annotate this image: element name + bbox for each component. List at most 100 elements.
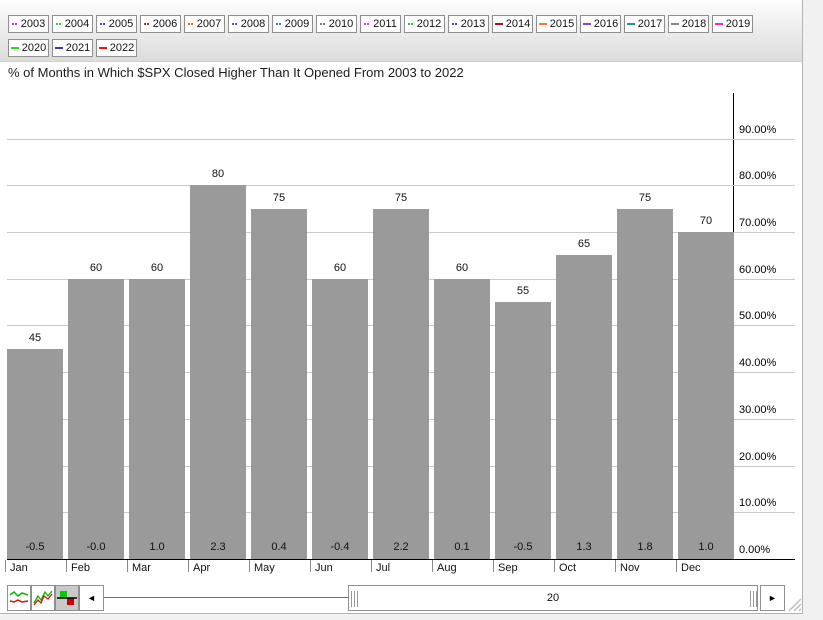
dotted-series-marker-icon bbox=[275, 23, 282, 25]
legend-year-button-2011[interactable]: 2011 bbox=[360, 15, 401, 33]
dotted-series-marker-icon bbox=[55, 23, 62, 25]
x-axis-label-Aug: Aug bbox=[437, 562, 457, 574]
solid-series-marker-icon bbox=[670, 23, 679, 25]
legend-year-button-2004[interactable]: 2004 bbox=[52, 15, 93, 33]
right-arrow-icon: ► bbox=[768, 593, 777, 603]
legend-year-button-2015[interactable]: 2015 bbox=[536, 15, 577, 33]
x-axis-tick bbox=[66, 560, 67, 572]
legend-year-button-2014[interactable]: 2014 bbox=[492, 15, 533, 33]
bar-chart-icon[interactable] bbox=[55, 585, 79, 611]
area-lines-chart-icon bbox=[9, 591, 29, 603]
x-axis-label-Nov: Nov bbox=[620, 562, 640, 574]
bar-footer-value: 1.3 bbox=[576, 541, 592, 553]
bar-footer-value: 2.2 bbox=[393, 541, 409, 553]
bar-footer-value: 1.8 bbox=[637, 541, 653, 553]
legend-year-button-2003[interactable]: 2003 bbox=[8, 15, 49, 33]
legend-year-button-2017[interactable]: 2017 bbox=[624, 15, 665, 33]
x-axis-tick bbox=[554, 560, 555, 572]
x-axis-label-Jan: Jan bbox=[10, 562, 28, 574]
legend-year-button-2021[interactable]: 2021 bbox=[52, 39, 93, 57]
legend-year-label: 2004 bbox=[64, 18, 90, 30]
solid-series-marker-icon bbox=[714, 23, 723, 25]
x-axis-label-Oct: Oct bbox=[559, 562, 577, 574]
x-axis-label-Jul: Jul bbox=[376, 562, 391, 574]
dotted-series-marker-icon bbox=[319, 23, 326, 25]
bar-value-label: 75 bbox=[394, 192, 408, 204]
bar-Aug bbox=[434, 279, 490, 559]
legend-year-button-2022[interactable]: 2022 bbox=[96, 39, 137, 57]
left-arrow-icon: ◄ bbox=[87, 593, 96, 603]
legend-year-button-2012[interactable]: 2012 bbox=[404, 15, 445, 33]
scrollbar-value: 20 bbox=[546, 592, 560, 604]
legend-year-button-2019[interactable]: 2019 bbox=[712, 15, 753, 33]
bar-footer-value: -0.4 bbox=[330, 541, 350, 553]
legend-year-label: 2005 bbox=[108, 18, 134, 30]
dotted-series-marker-icon bbox=[143, 23, 150, 25]
scrollbar-thumb[interactable]: 20 bbox=[348, 585, 758, 611]
bar-Nov bbox=[617, 209, 673, 559]
dotted-series-marker-icon bbox=[364, 23, 370, 25]
legend-year-button-2016[interactable]: 2016 bbox=[580, 15, 621, 33]
bar-footer-value: 0.4 bbox=[271, 541, 287, 553]
legend-year-button-2006[interactable]: 2006 bbox=[140, 15, 181, 33]
bar-footer-value: 2.3 bbox=[210, 541, 226, 553]
bar-value-label: 60 bbox=[89, 262, 103, 274]
x-axis-tick bbox=[676, 560, 677, 572]
legend-year-button-2010[interactable]: 2010 bbox=[316, 15, 357, 33]
dotted-series-marker-icon bbox=[11, 23, 18, 25]
legend-year-button-2009[interactable]: 2009 bbox=[272, 15, 313, 33]
y-tick-label: 80.00% bbox=[739, 170, 777, 182]
scroll-left-button[interactable]: ◄ bbox=[79, 585, 104, 611]
bar-value-label: 55 bbox=[516, 285, 530, 297]
zigzag-line-chart-icon[interactable] bbox=[31, 585, 55, 611]
gridline-80.00% bbox=[7, 185, 795, 186]
legend-year-button-2013[interactable]: 2013 bbox=[448, 15, 489, 33]
x-axis-tick bbox=[371, 560, 372, 572]
y-tick-label: 0.00% bbox=[739, 544, 771, 556]
scrollbar-track bbox=[104, 597, 348, 598]
area-lines-chart-icon[interactable] bbox=[7, 585, 31, 611]
bar-Jul bbox=[373, 209, 429, 559]
x-axis-tick bbox=[432, 560, 433, 572]
bar-Feb bbox=[68, 279, 124, 559]
legend-year-label: 2020 bbox=[21, 42, 47, 54]
legend-year-button-2018[interactable]: 2018 bbox=[668, 15, 709, 33]
y-tick-label: 10.00% bbox=[739, 497, 777, 509]
legend-year-label: 2013 bbox=[460, 18, 486, 30]
chart-app-window: 2003 2004 2005 2006 2007 2008 2009 2010 2011 2012… bbox=[0, 0, 803, 614]
scroll-right-button[interactable]: ► bbox=[760, 585, 785, 611]
bar-value-label: 45 bbox=[28, 332, 42, 344]
bar-Oct bbox=[556, 255, 612, 559]
bar-May bbox=[251, 209, 307, 559]
bar-Mar bbox=[129, 279, 185, 559]
bar-value-label: 80 bbox=[211, 168, 225, 180]
bar-footer-value: 1.0 bbox=[698, 541, 714, 553]
x-axis-tick bbox=[127, 560, 128, 572]
x-axis-tick bbox=[493, 560, 494, 572]
x-axis-label-May: May bbox=[254, 562, 275, 574]
bar-Jan bbox=[7, 349, 63, 559]
y-tick-label: 40.00% bbox=[739, 357, 777, 369]
bar-value-label: 75 bbox=[272, 192, 286, 204]
resize-grip-icon[interactable] bbox=[785, 595, 802, 612]
x-axis-tick bbox=[188, 560, 189, 572]
y-tick-label: 30.00% bbox=[739, 404, 777, 416]
x-axis-tick bbox=[310, 560, 311, 572]
legend-year-label: 2018 bbox=[681, 18, 707, 30]
dotted-series-marker-icon bbox=[451, 23, 458, 25]
legend-year-label: 2017 bbox=[637, 18, 663, 30]
y-tick-label: 60.00% bbox=[739, 264, 777, 276]
legend-year-button-2007[interactable]: 2007 bbox=[184, 15, 225, 33]
bar-Jun bbox=[312, 279, 368, 559]
bar-footer-value: -0.0 bbox=[86, 541, 106, 553]
x-axis-line bbox=[7, 559, 795, 560]
bar-Sep bbox=[495, 302, 551, 559]
legend-year-button-2008[interactable]: 2008 bbox=[228, 15, 269, 33]
legend-year-button-2020[interactable]: 2020 bbox=[8, 39, 49, 57]
solid-series-marker-icon bbox=[98, 47, 107, 49]
solid-series-marker-icon bbox=[626, 23, 635, 25]
solid-series-marker-icon bbox=[10, 47, 19, 49]
dotted-series-marker-icon bbox=[407, 23, 414, 25]
bar-value-label: 65 bbox=[577, 238, 591, 250]
legend-year-button-2005[interactable]: 2005 bbox=[96, 15, 137, 33]
